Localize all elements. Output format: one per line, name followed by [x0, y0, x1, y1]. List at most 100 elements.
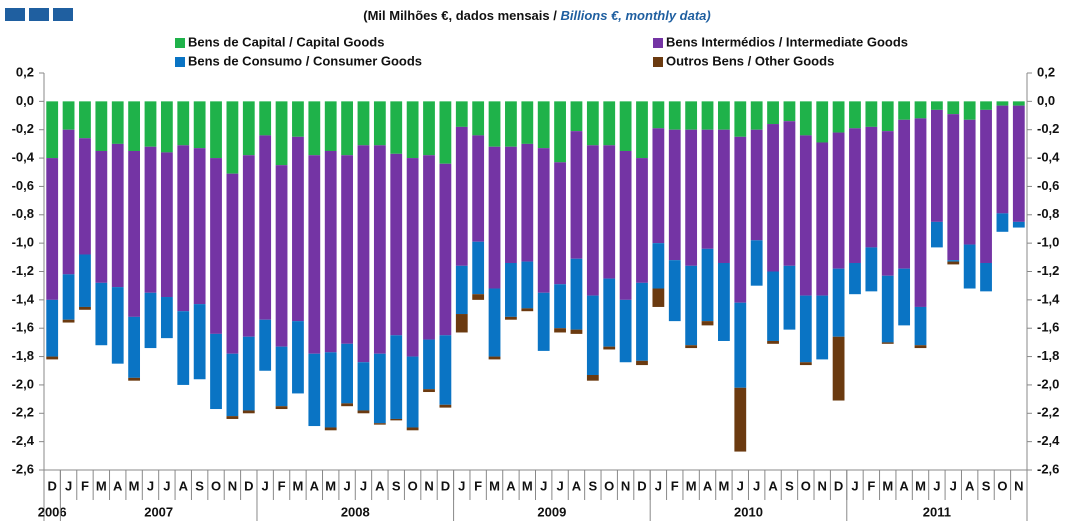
- x-tick-label: J: [65, 478, 72, 493]
- x-tick-label: J: [655, 478, 662, 493]
- bar-segment: [472, 241, 485, 295]
- bar-segment: [455, 101, 468, 127]
- bar-segment: [505, 146, 517, 263]
- bar-segment: [79, 101, 91, 139]
- bar-segment: [95, 282, 108, 346]
- bar-segment: [799, 135, 812, 296]
- x-tick-label: M: [718, 478, 729, 493]
- x-tick-label: A: [768, 478, 778, 493]
- x-tick-label: J: [933, 478, 940, 493]
- x-tick-label: M: [686, 478, 697, 493]
- x-tick-label: A: [506, 478, 516, 493]
- year-label: 2006: [38, 504, 67, 519]
- x-tick-label: D: [834, 478, 843, 493]
- y-tick-label: 0,0: [16, 93, 34, 108]
- bar-segment: [750, 101, 763, 130]
- bar-segment: [210, 101, 222, 159]
- bar-segment: [144, 292, 157, 349]
- x-tick-label: F: [278, 478, 286, 493]
- bar-segment: [783, 121, 796, 266]
- year-label: 2010: [734, 504, 763, 519]
- y2-tick-label: -2,0: [1037, 376, 1059, 391]
- bar-segment: [881, 101, 894, 132]
- logo-block: [5, 8, 25, 21]
- x-tick-label: J: [851, 478, 858, 493]
- bar-segment: [832, 101, 845, 133]
- bar-segment: [701, 321, 714, 326]
- bar-segment: [619, 101, 632, 151]
- bar-segment: [930, 221, 943, 248]
- bar-segment: [177, 311, 190, 385]
- bar-segment: [275, 406, 288, 410]
- bar-segment: [914, 101, 927, 119]
- bar-segment: [373, 353, 386, 424]
- bar-segment: [1012, 101, 1025, 106]
- bar-segment: [586, 145, 599, 296]
- bar-segment: [586, 375, 599, 381]
- bar-segment: [701, 248, 714, 322]
- bar-segment: [242, 336, 255, 411]
- bar-segment: [439, 101, 452, 164]
- bar-segment: [554, 284, 566, 329]
- bar-segment: [930, 109, 943, 222]
- bar-segment: [537, 292, 550, 351]
- bar-segment: [554, 162, 566, 285]
- y-tick-label: -1,2: [12, 263, 34, 278]
- bar-segment: [636, 360, 648, 366]
- bar-segment: [505, 262, 517, 317]
- y2-tick-label: -2,6: [1037, 461, 1059, 476]
- bar-segment: [439, 163, 452, 336]
- bar-segment: [324, 150, 337, 353]
- x-tick-label: D: [441, 478, 450, 493]
- bar-segment: [816, 142, 829, 296]
- bar-segment: [816, 295, 829, 360]
- bar-segment: [292, 101, 304, 137]
- bar-segment: [488, 146, 501, 289]
- y2-tick-label: -1,6: [1037, 320, 1059, 335]
- bar-segment: [423, 389, 435, 393]
- x-tick-label: J: [540, 478, 547, 493]
- logo-block: [29, 8, 49, 21]
- bar-segment: [865, 126, 878, 248]
- bar-segment: [570, 329, 583, 334]
- bar-segment: [586, 101, 599, 146]
- x-tick-label: M: [325, 478, 336, 493]
- bar-segment: [603, 101, 616, 146]
- bar-segment: [898, 101, 911, 120]
- x-tick-label: O: [997, 478, 1007, 493]
- x-tick-label: A: [113, 478, 123, 493]
- bar-segment: [1012, 221, 1025, 228]
- x-tick-label: S: [392, 478, 401, 493]
- bar-segment: [292, 136, 304, 322]
- bar-segment: [324, 352, 337, 428]
- bar-segment: [455, 126, 468, 266]
- bar-segment: [341, 343, 353, 404]
- bar-segment: [963, 244, 976, 289]
- bar-segment: [636, 282, 648, 361]
- bar-segment: [865, 101, 878, 127]
- bar-segment: [799, 362, 812, 366]
- bar-segment: [488, 101, 501, 147]
- bar-segment: [160, 297, 173, 339]
- x-tick-label: J: [163, 478, 170, 493]
- bar-segment: [898, 268, 911, 326]
- bar-segment: [210, 158, 222, 334]
- bar-segment: [849, 262, 861, 295]
- x-tick-label: M: [293, 478, 304, 493]
- bar-segment: [128, 150, 141, 317]
- bar-segment: [455, 314, 468, 333]
- bar-segment: [668, 260, 681, 322]
- x-tick-label: D: [244, 478, 253, 493]
- bar-segment: [62, 274, 75, 320]
- bar-segment: [390, 335, 403, 419]
- x-tick-label: J: [753, 478, 760, 493]
- bar-segment: [423, 155, 435, 340]
- x-tick-label: N: [424, 478, 433, 493]
- bar-segment: [718, 129, 730, 263]
- bar-segment: [275, 346, 288, 407]
- bar-segment: [898, 119, 911, 269]
- bar-segment: [46, 299, 59, 357]
- bar-segment: [799, 101, 812, 136]
- y2-tick-label: -2,2: [1037, 405, 1059, 420]
- x-tick-label: J: [556, 478, 563, 493]
